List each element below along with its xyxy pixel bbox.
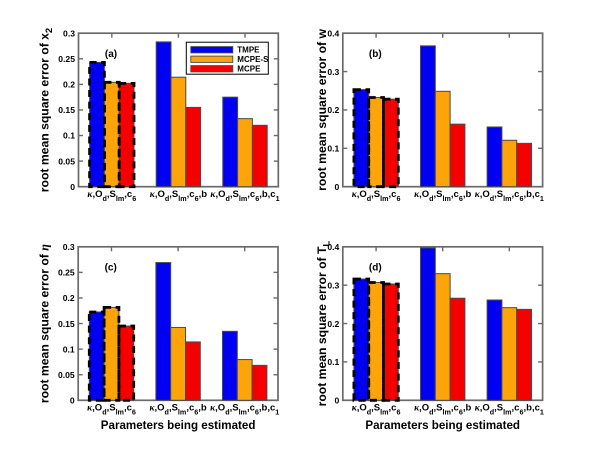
svg-text:0.4: 0.4 <box>327 28 339 38</box>
svg-text:0.1: 0.1 <box>63 344 75 354</box>
svg-text:0.3: 0.3 <box>63 28 75 38</box>
svg-text:root mean square error of TL: root mean square error of TL <box>315 241 333 407</box>
svg-text:κ,Od​,Slm​,c6​,b: κ,Od​,Slm​,c6​,b <box>149 403 206 417</box>
svg-text:root mean square error of x2: root mean square error of x2 <box>38 28 56 192</box>
svg-text:0.15: 0.15 <box>58 105 75 115</box>
svg-text:0: 0 <box>70 182 75 192</box>
svg-text:0.05: 0.05 <box>58 156 75 166</box>
svg-text:κ,Od​,Slm​,c6​,b,c1​: κ,Od​,Slm​,c6​,b,c1​ <box>475 189 544 203</box>
svg-text:κ,Od​,Slm​,c6​: κ,Od​,Slm​,c6​ <box>87 403 136 417</box>
svg-text:(a): (a) <box>105 49 117 60</box>
svg-text:MCPE: MCPE <box>237 65 261 74</box>
svg-text:κ,Od​,Slm​,c6​,b: κ,Od​,Slm​,c6​,b <box>150 189 207 203</box>
svg-text:TMPE: TMPE <box>237 46 260 55</box>
svg-text:0.3: 0.3 <box>327 67 339 77</box>
svg-text:0.2: 0.2 <box>63 80 75 90</box>
svg-text:0.4: 0.4 <box>327 242 339 252</box>
svg-text:Parameters being estimated: Parameters being estimated <box>101 419 256 432</box>
svg-text:MCPE-S: MCPE-S <box>237 55 269 64</box>
svg-text:κ,Od​,Slm​,c6​,b: κ,Od​,Slm​,c6​,b <box>414 403 471 417</box>
svg-text:κ,Od​,Slm​,c6​,b: κ,Od​,Slm​,c6​,b <box>414 189 471 203</box>
svg-text:κ,Od​,Slm​,c6​: κ,Od​,Slm​,c6​ <box>352 189 401 203</box>
svg-text:0: 0 <box>335 182 340 192</box>
svg-text:κ,Od​,Slm​,c6​,b,c1​: κ,Od​,Slm​,c6​,b,c1​ <box>210 403 279 417</box>
svg-text:(d): (d) <box>369 263 382 274</box>
svg-text:0.25: 0.25 <box>58 268 75 278</box>
svg-text:0.1: 0.1 <box>63 131 75 141</box>
svg-text:0: 0 <box>70 396 75 406</box>
svg-text:0.2: 0.2 <box>327 105 339 115</box>
svg-text:0.05: 0.05 <box>58 370 75 380</box>
svg-text:0.15: 0.15 <box>58 319 75 329</box>
svg-text:0.3: 0.3 <box>327 280 339 290</box>
svg-text:root mean square error of w: root mean square error of w <box>315 29 329 191</box>
svg-text:(c): (c) <box>105 263 117 274</box>
svg-text:0.3: 0.3 <box>63 242 75 252</box>
svg-text:κ,Od​,Slm​,c6​,b,c1​: κ,Od​,Slm​,c6​,b,c1​ <box>210 189 279 203</box>
svg-text:root mean square error of η: root mean square error of η <box>38 244 52 403</box>
svg-text:0.1: 0.1 <box>327 357 339 367</box>
svg-text:0.2: 0.2 <box>327 319 339 329</box>
svg-text:0.2: 0.2 <box>63 293 75 303</box>
svg-text:0.1: 0.1 <box>327 144 339 154</box>
svg-text:(b): (b) <box>369 49 382 60</box>
svg-text:κ,Od​,Slm​,c6​,b,c1​: κ,Od​,Slm​,c6​,b,c1​ <box>475 403 544 417</box>
svg-text:κ,Od​,Slm​,c6​: κ,Od​,Slm​,c6​ <box>352 403 401 417</box>
svg-text:0.25: 0.25 <box>58 54 75 64</box>
svg-text:κ,Od​,Slm​,c6​: κ,Od​,Slm​,c6​ <box>87 189 136 203</box>
svg-text:0: 0 <box>335 396 340 406</box>
svg-text:Parameters being estimated: Parameters being estimated <box>365 419 520 432</box>
